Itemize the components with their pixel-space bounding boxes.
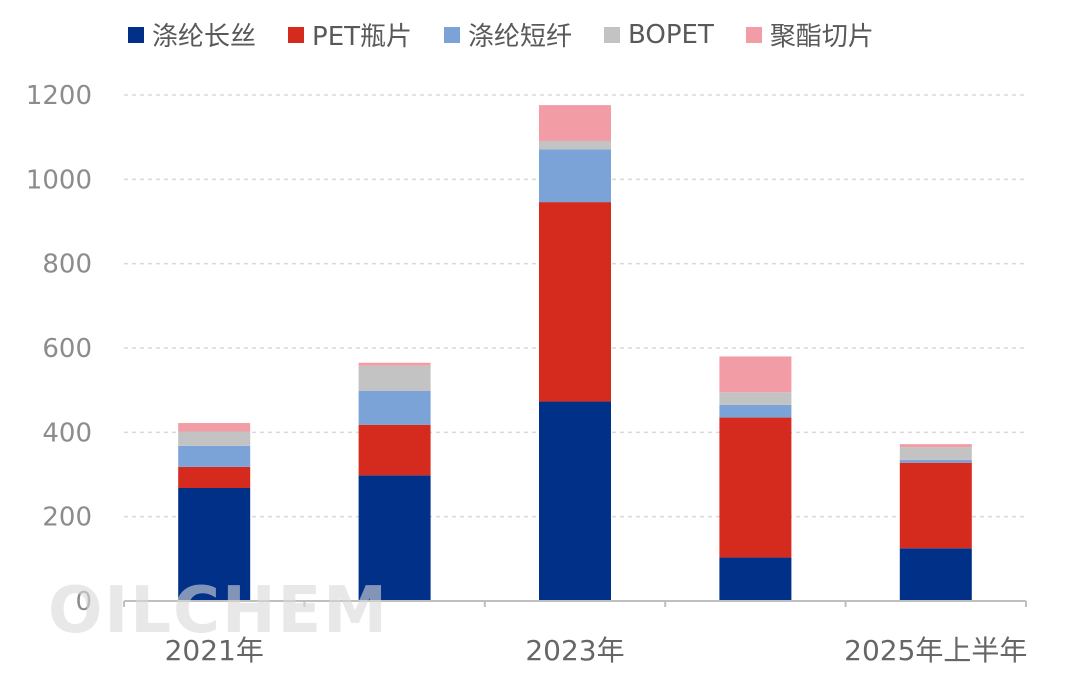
bar-2-series-4 [539,105,611,141]
bar-0-series-2 [178,445,251,467]
legend-swatch-0 [128,26,144,43]
bar-4-series-2 [899,459,972,463]
legend-item-0: 涤纶长丝 [128,16,256,53]
legend-label-3: BOPET [628,19,714,50]
bar-3-series-1 [719,417,792,558]
bar-1-series-1 [358,424,431,476]
legend-label-1: PET瓶片 [312,22,413,52]
bar-3-series-4 [719,356,792,393]
bar-1-series-3 [358,365,431,392]
bar-0-series-1 [178,466,251,488]
bar-0-series-3 [178,431,251,446]
bar-2-series-2 [539,149,611,203]
y-tick-label-800: 800 [42,250,92,280]
y-tick-label-400: 400 [42,418,92,448]
bar-0-series-0 [178,487,251,601]
bar-0-series-4 [178,423,251,432]
bar-1-series-2 [358,391,431,425]
legend: 涤纶长丝 PET瓶片 涤纶短纤 BOPET 聚酯切片 [128,16,906,53]
legend-label-4: 聚酯切片 [769,22,874,52]
bar-3-series-2 [719,404,792,418]
bar-2-series-3 [539,140,611,150]
y-tick-label-0: 0 [75,587,92,617]
legend-swatch-4 [745,26,762,43]
bar-4-series-4 [899,444,972,448]
y-tick-label-1000: 1000 [26,165,92,195]
legend-label-2: 涤纶短纤 [468,22,573,52]
bar-3-series-3 [719,392,792,405]
bar-4-series-1 [899,462,972,549]
legend-swatch-1 [288,26,305,43]
bar-1-series-4 [358,362,431,366]
y-tick-label-200: 200 [42,503,92,533]
bar-1-series-0 [358,475,431,601]
x-tick-label-0: 2021年 [165,634,264,667]
bar-3-series-0 [719,557,792,601]
x-tick-label-2: 2023年 [525,634,624,667]
bars [178,105,972,601]
bar-2-series-1 [539,202,611,402]
legend-item-2: 涤纶短纤 [444,16,572,53]
bar-4-series-3 [899,447,972,460]
legend-item-1: PET瓶片 [288,16,412,53]
legend-swatch-2 [444,26,461,43]
watermark: OILCHEM [48,574,389,648]
legend-swatch-3 [604,26,621,43]
axes [123,600,1027,607]
legend-item-3: BOPET [604,20,714,50]
y-axis-labels: 0 200 400 600 800 1000 1200 [26,81,92,617]
bar-4-series-0 [899,548,972,601]
y-tick-label-1200: 1200 [26,81,92,111]
bar-2-series-0 [539,401,611,601]
x-tick-label-4: 2025年上半年 [844,634,1027,667]
legend-item-4: 聚酯切片 [745,16,874,53]
x-axis-labels: 2021年 2023年 2025年上半年 [165,634,1028,667]
legend-label-0: 涤纶长丝 [152,22,257,52]
y-tick-label-600: 600 [42,334,92,364]
